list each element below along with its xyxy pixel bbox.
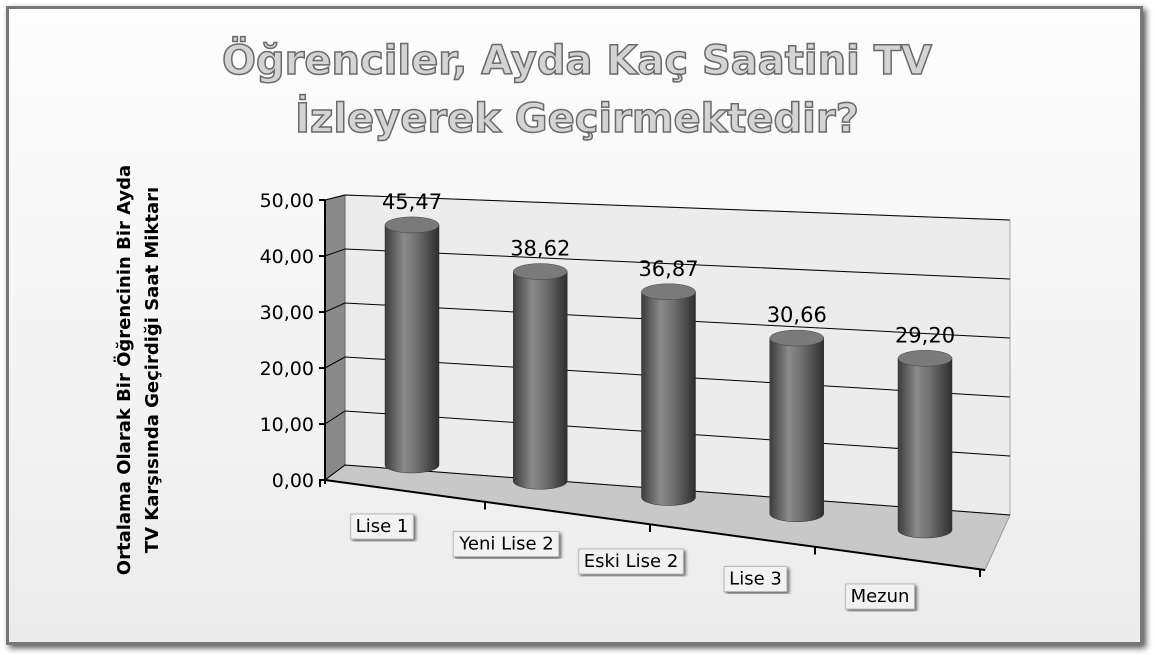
x-label-box: [578, 548, 684, 575]
bar-top: [641, 283, 696, 301]
x-label-box: [723, 566, 788, 592]
x-label-box: [452, 531, 560, 557]
y-tick-label: 40,00: [260, 246, 314, 268]
grid-line: [324, 248, 1011, 280]
value-label: 38,62: [510, 237, 570, 261]
x-tick-label: Eski Lise 2: [584, 551, 679, 572]
y-tick-label: 20,00: [260, 358, 314, 380]
bar: [769, 337, 824, 522]
x-tick-label: Mezun: [851, 586, 910, 607]
side-wall: [324, 194, 346, 481]
value-label: 36,87: [638, 257, 698, 281]
y-tick-label: 50,00: [260, 190, 314, 212]
x-label-box: [845, 583, 915, 610]
y-tick-label: 0,00: [272, 470, 314, 492]
bar: [641, 291, 696, 506]
bar-top: [384, 216, 440, 234]
y-tick-label: 10,00: [260, 414, 314, 436]
grid-line: [324, 302, 1011, 339]
x-label-box: [350, 513, 414, 540]
grid-line: [324, 194, 1011, 221]
bar-top: [769, 329, 824, 347]
bar-top: [897, 350, 953, 367]
bar: [513, 271, 568, 490]
y-axis-label: TV Karşısında Geçirdiği Saat Miktarı: [142, 187, 163, 553]
y-axis-label: Ortalama Olarak Bir Öğrencinin Bir Ayda: [113, 165, 135, 575]
y-tick-label: 30,00: [260, 302, 314, 324]
x-tick-label: Yeni Lise 2: [458, 534, 553, 555]
x-axis: [324, 479, 986, 571]
x-tick-label: Lise 1: [356, 516, 409, 537]
bar: [897, 358, 953, 539]
x-tick-label: Lise 3: [729, 569, 782, 590]
value-label: 29,20: [895, 323, 955, 347]
value-label: 30,66: [767, 303, 827, 327]
value-label: 45,47: [382, 190, 442, 214]
chart-title: Öğrenciler, Ayda Kaç Saatini TV İzleyere…: [221, 37, 932, 143]
bar: [384, 224, 440, 474]
bar-top: [513, 263, 568, 280]
